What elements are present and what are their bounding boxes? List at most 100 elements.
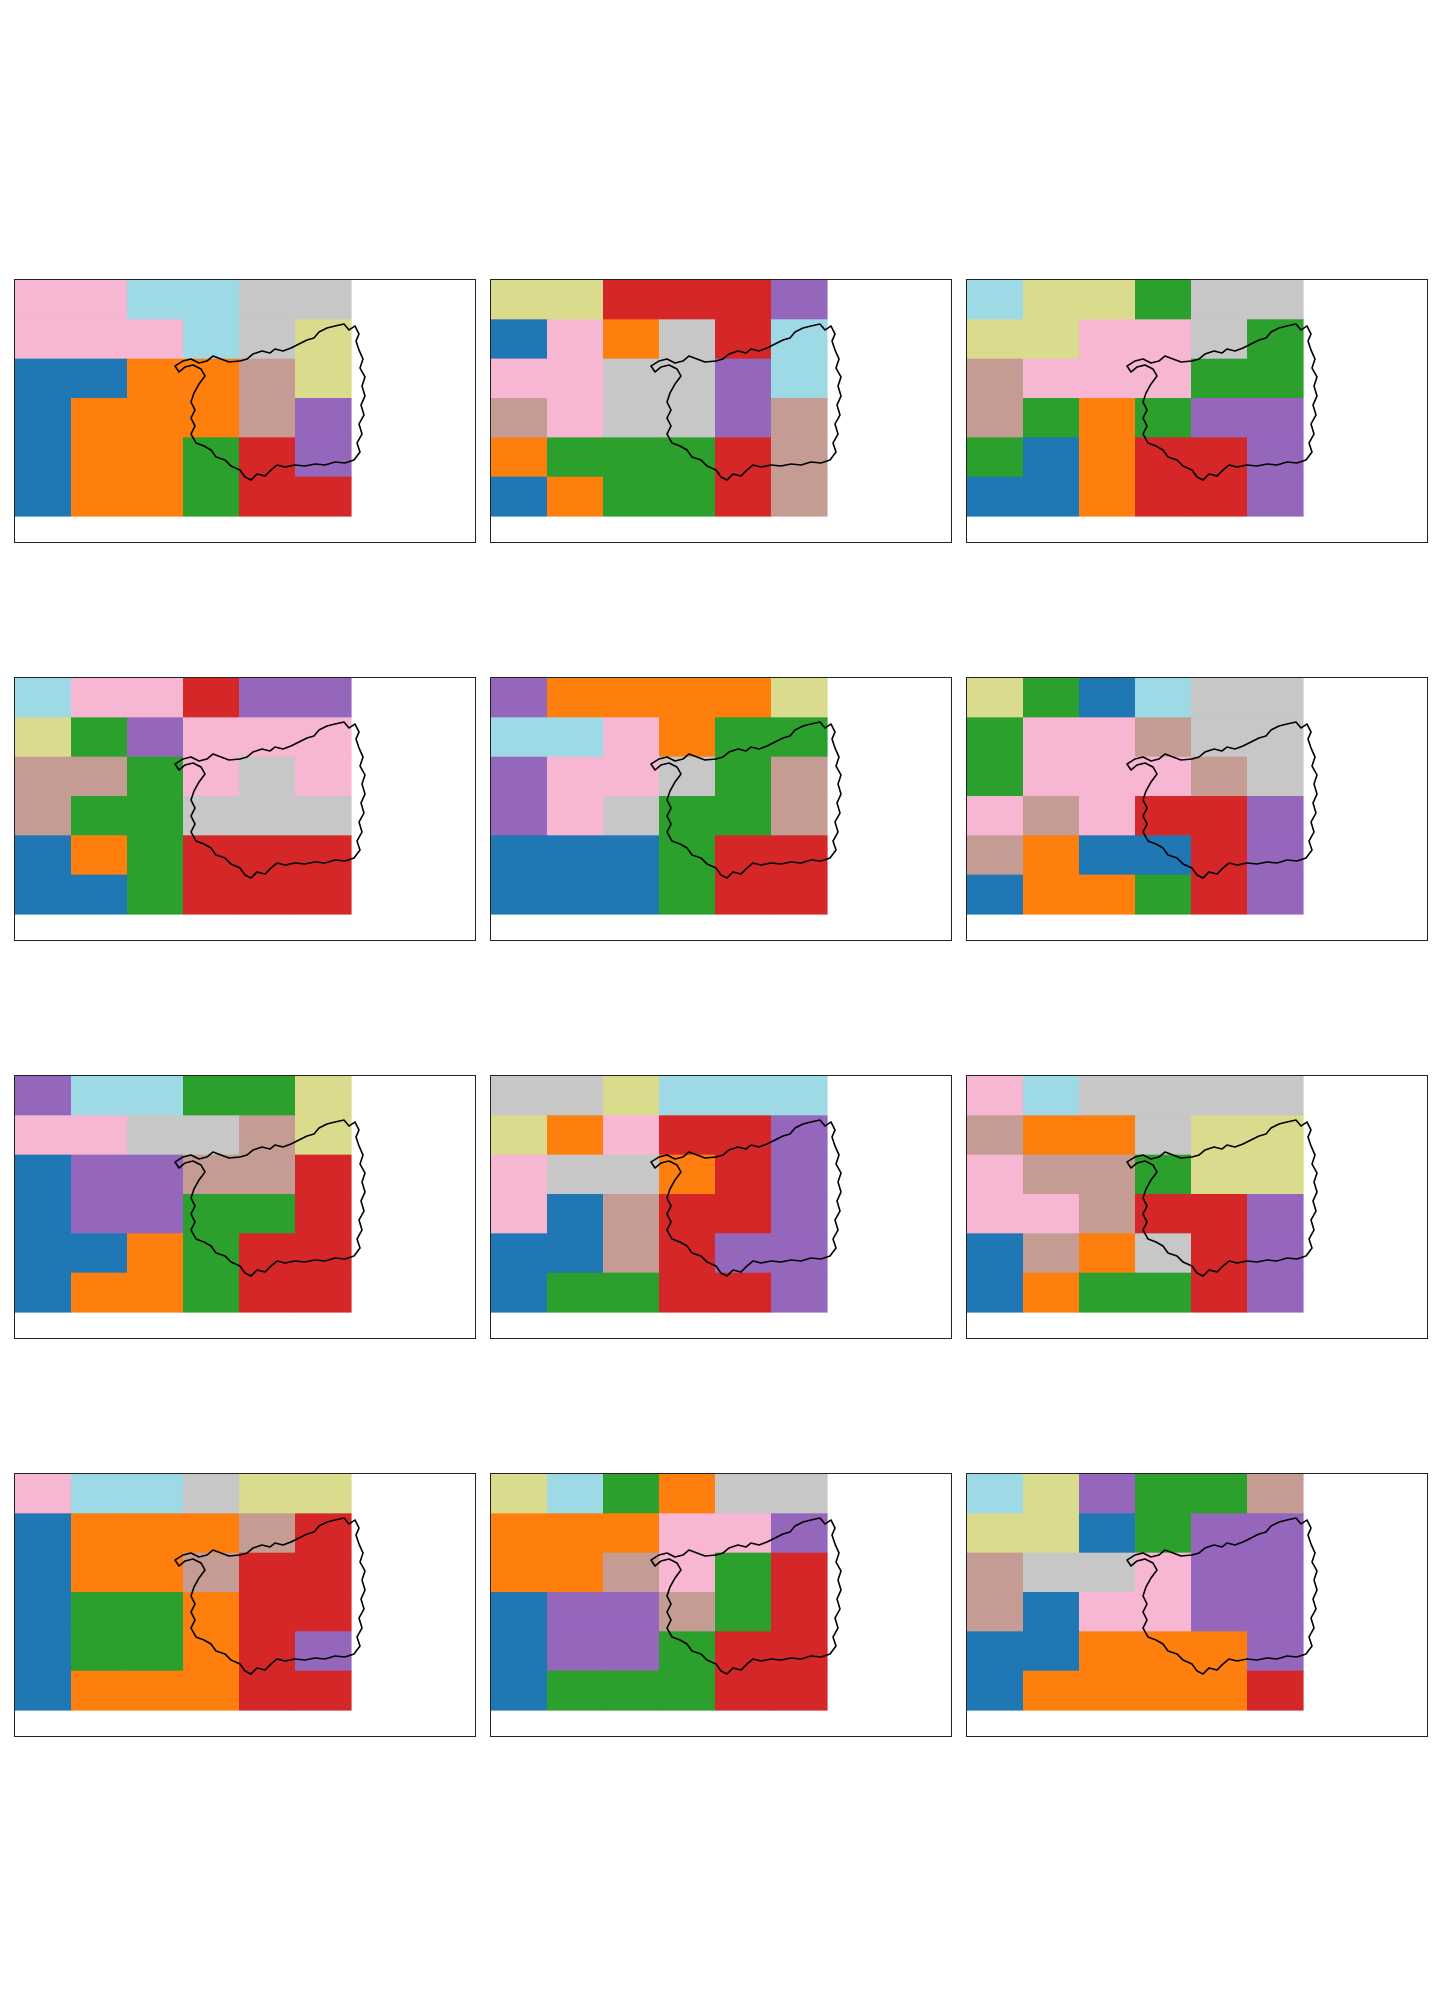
cluster-cell bbox=[603, 796, 660, 836]
cluster-cell bbox=[295, 1233, 352, 1274]
cluster-cell bbox=[1191, 1194, 1248, 1234]
cluster-cell bbox=[1023, 1670, 1080, 1711]
cluster-cell bbox=[183, 717, 240, 758]
region-boundary bbox=[1126, 721, 1318, 879]
cluster-cell bbox=[491, 1592, 548, 1632]
cluster-cell bbox=[1079, 1272, 1136, 1313]
cluster-cell bbox=[715, 796, 772, 836]
cluster-cell bbox=[127, 678, 184, 718]
cluster-cell bbox=[183, 1076, 240, 1116]
cluster-cell bbox=[1079, 280, 1136, 320]
cluster-cell bbox=[603, 358, 660, 399]
cluster-cell bbox=[295, 756, 352, 797]
cluster-cell bbox=[71, 756, 128, 797]
cluster-cell bbox=[1247, 678, 1304, 718]
cluster-cell bbox=[771, 437, 828, 478]
cluster-cell bbox=[715, 678, 772, 718]
cluster-cell bbox=[603, 1552, 660, 1593]
cluster-cell bbox=[771, 1474, 828, 1514]
cluster-cell bbox=[1079, 756, 1136, 797]
region-boundary bbox=[174, 1517, 366, 1675]
map-canvas bbox=[967, 678, 1318, 915]
map-panel-4 bbox=[14, 677, 476, 941]
cluster-cell bbox=[71, 796, 128, 836]
cluster-cell bbox=[491, 1194, 548, 1234]
cluster-cell bbox=[1079, 1670, 1136, 1711]
cluster-cell bbox=[715, 1631, 772, 1672]
cluster-cell bbox=[1079, 1115, 1136, 1156]
cluster-cell bbox=[715, 835, 772, 876]
cluster-cell bbox=[659, 678, 716, 718]
cluster-cell bbox=[127, 1670, 184, 1711]
map-panel-6 bbox=[966, 677, 1428, 941]
region-boundary bbox=[650, 1517, 842, 1675]
cluster-cell bbox=[127, 398, 184, 438]
cluster-cell bbox=[1191, 1474, 1248, 1514]
cluster-cell bbox=[295, 835, 352, 876]
map-canvas bbox=[491, 280, 842, 517]
cluster-cell bbox=[547, 1154, 604, 1195]
cluster-cell bbox=[1079, 678, 1136, 718]
cluster-cell bbox=[715, 1513, 772, 1554]
cluster-cell bbox=[547, 437, 604, 478]
cluster-cell bbox=[183, 437, 240, 478]
cluster-cell bbox=[1023, 1233, 1080, 1274]
cluster-cell bbox=[1023, 398, 1080, 438]
cluster-cell bbox=[491, 1272, 548, 1313]
cluster-cell bbox=[1191, 1631, 1248, 1672]
cluster-cell bbox=[603, 835, 660, 876]
cluster-cell bbox=[547, 874, 604, 915]
cluster-cell bbox=[659, 717, 716, 758]
cluster-cell bbox=[491, 1513, 548, 1554]
cluster-cell bbox=[1135, 1513, 1192, 1554]
cluster-cell bbox=[183, 1513, 240, 1554]
cluster-cell bbox=[715, 1194, 772, 1234]
cluster-cell bbox=[15, 678, 72, 718]
cluster-cell bbox=[603, 1474, 660, 1514]
cluster-cell bbox=[15, 717, 72, 758]
cluster-cell bbox=[15, 1552, 72, 1593]
cluster-cell bbox=[1247, 756, 1304, 797]
cluster-cell bbox=[295, 1513, 352, 1554]
cluster-cell bbox=[491, 874, 548, 915]
cluster-cell bbox=[603, 1154, 660, 1195]
cluster-cell bbox=[715, 874, 772, 915]
cluster-cell bbox=[771, 1272, 828, 1313]
cluster-cell bbox=[1023, 1115, 1080, 1156]
cluster-cell bbox=[491, 358, 548, 399]
cluster-cell bbox=[771, 398, 828, 438]
region-boundary bbox=[650, 1119, 842, 1277]
cluster-cell bbox=[127, 1194, 184, 1234]
map-canvas bbox=[15, 1076, 366, 1313]
cluster-cell bbox=[491, 1552, 548, 1593]
cluster-cell bbox=[491, 1115, 548, 1156]
cluster-cell bbox=[967, 437, 1024, 478]
map-panel-3 bbox=[966, 279, 1428, 543]
cluster-cell bbox=[659, 437, 716, 478]
cluster-cell bbox=[1135, 1631, 1192, 1672]
map-panel-10 bbox=[14, 1473, 476, 1737]
cluster-cell bbox=[71, 835, 128, 876]
cluster-cell bbox=[1023, 717, 1080, 758]
cluster-cell bbox=[491, 1154, 548, 1195]
cluster-cell bbox=[771, 678, 828, 718]
cluster-cell bbox=[127, 796, 184, 836]
region-boundary bbox=[650, 721, 842, 879]
cluster-cell bbox=[183, 1631, 240, 1672]
map-canvas bbox=[15, 280, 366, 517]
cluster-cell bbox=[603, 1631, 660, 1672]
cluster-cell bbox=[715, 280, 772, 320]
cluster-cell bbox=[1191, 756, 1248, 797]
cluster-cell bbox=[71, 1194, 128, 1234]
cluster-cell bbox=[715, 1115, 772, 1156]
cluster-cell bbox=[967, 1631, 1024, 1672]
cluster-cell bbox=[1079, 437, 1136, 478]
cluster-cell bbox=[491, 796, 548, 836]
cluster-cell bbox=[603, 756, 660, 797]
cluster-cell bbox=[71, 1115, 128, 1156]
cluster-cell bbox=[547, 1474, 604, 1514]
map-panel-1 bbox=[14, 279, 476, 543]
map-panel-8 bbox=[490, 1075, 952, 1339]
cluster-cell bbox=[71, 1154, 128, 1195]
cluster-cell bbox=[239, 319, 296, 360]
